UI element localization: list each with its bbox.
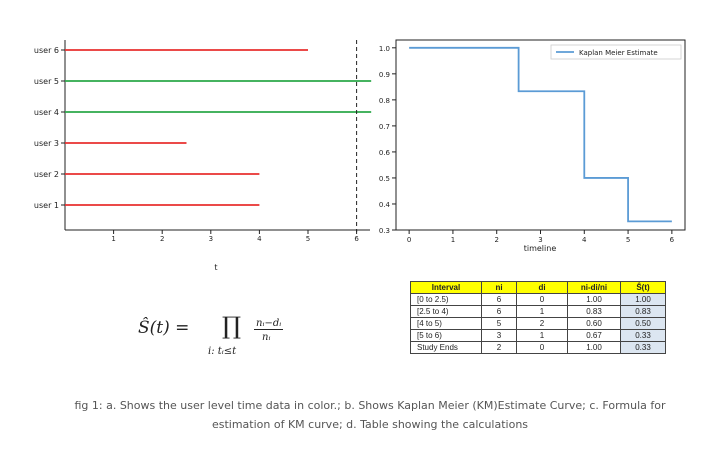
legend-label: Kaplan Meier Estimate (579, 49, 658, 57)
table-cell: 0 (516, 341, 568, 354)
chart-b-x-label: timeline (524, 244, 557, 253)
table-row: [4 to 5) 5 2 0.60 0.50 (410, 317, 666, 330)
chart-a-y-tick-label: user 5 (34, 77, 59, 86)
chart-a-x-tick-label: 2 (160, 235, 164, 243)
table-cell: 1 (516, 329, 568, 342)
table-cell: 1.00 (567, 341, 621, 354)
chart-b-y-tick-label: 0.6 (379, 149, 391, 157)
chart-b-y-tick-label: 0.8 (379, 97, 390, 105)
figure-caption: fig 1: a. Shows the user level time data… (74, 399, 666, 431)
user-timeline-chart: user 1 user 2 user 3 user 4 user 5 user 6 1 2 3… (34, 40, 372, 272)
formula-denominator: nᵢ (262, 332, 271, 343)
table-cell: 1 (516, 305, 568, 318)
table-row: [2.5 to 4) 6 1 0.83 0.83 (410, 305, 666, 318)
table-cell: 0.83 (620, 305, 666, 318)
chart-b-x-tick-label: 0 (407, 236, 411, 244)
header-ratio: ni-di/ni (567, 281, 621, 294)
chart-a-x-label: t (214, 263, 217, 272)
formula-product-symbol: ∏ (222, 312, 242, 340)
chart-a-x-tick-label: 5 (306, 235, 310, 243)
chart-a-x-tick-label: 6 (354, 235, 359, 243)
table-cell: 0.33 (620, 329, 666, 342)
table-cell: 6 (481, 293, 517, 306)
header-di: di (516, 281, 568, 294)
chart-b-y-tick-label: 0.5 (379, 175, 390, 183)
chart-a-x-tick-label: 1 (111, 235, 115, 243)
chart-b-x-tick-label: 3 (538, 236, 542, 244)
chart-b-y-tick-label: 0.4 (379, 201, 391, 209)
header-interval: Interval (410, 281, 482, 294)
table-cell: 0.50 (620, 317, 666, 330)
header-ni: ni (481, 281, 517, 294)
formula-subscript: i: tᵢ≤t (208, 346, 237, 357)
table-cell: 2 (481, 341, 517, 354)
chart-b-x-tick-label: 2 (494, 236, 498, 244)
table-row: Study Ends 2 0 1.00 0.33 (410, 341, 666, 354)
chart-a-y-tick-label: user 1 (34, 201, 59, 210)
table-cell: 0.33 (620, 341, 666, 354)
table-cell: 3 (481, 329, 517, 342)
chart-b-x-tick-label: 1 (451, 236, 455, 244)
table-cell: 0.83 (567, 305, 621, 318)
chart-a-y-tick-label: user 6 (34, 46, 59, 55)
chart-a-x-tick-label: 3 (209, 235, 213, 243)
table-cell: [2.5 to 4) (410, 305, 482, 318)
km-calculation-table: Interval ni di ni-di/ni Ŝ(t) [0 to 2.5) 6… (410, 281, 666, 354)
table-cell: 1.00 (567, 293, 621, 306)
chart-b-x-tick-label: 6 (670, 236, 675, 244)
table-cell: 2 (516, 317, 568, 330)
table-cell: 0.60 (567, 317, 621, 330)
formula-numerator: nᵢ−dᵢ (254, 318, 284, 330)
chart-a-y-tick-label: user 2 (34, 170, 59, 179)
table-row: [0 to 2.5) 6 0 1.00 1.00 (410, 293, 666, 306)
chart-a-x-tick-label: 4 (257, 235, 262, 243)
chart-b-x-tick-label: 4 (582, 236, 587, 244)
chart-a-y-tick-label: user 3 (34, 139, 59, 148)
km-formula: Ŝ(t) = ∏ i: tᵢ≤t nᵢ−dᵢ nᵢ (138, 312, 338, 372)
table-cell: 0.67 (567, 329, 621, 342)
chart-b-x-tick-label: 5 (626, 236, 630, 244)
table-cell: 1.00 (620, 293, 666, 306)
table-cell: [0 to 2.5) (410, 293, 482, 306)
table-cell: [4 to 5) (410, 317, 482, 330)
chart-a-y-tick-label: user 4 (34, 108, 59, 117)
table-cell: Study Ends (410, 341, 482, 354)
km-step-line (409, 46, 672, 223)
chart-b-legend: Kaplan Meier Estimate (550, 44, 682, 60)
table-cell: [5 to 6) (410, 329, 482, 342)
chart-b-y-tick-label: 0.3 (379, 227, 390, 235)
table-cell: 6 (481, 305, 517, 318)
chart-b-y-tick-label: 1.0 (379, 45, 390, 53)
table-header-row: Interval ni di ni-di/ni Ŝ(t) (410, 281, 666, 294)
formula-lhs: Ŝ(t) = (138, 318, 190, 338)
table-row: [5 to 6) 3 1 0.67 0.33 (410, 329, 666, 342)
header-survival: Ŝ(t) (620, 281, 666, 294)
chart-b-y-tick-label: 0.9 (379, 71, 390, 79)
chart-b-y-tick-label: 0.7 (379, 123, 390, 131)
chart-b-frame (395, 39, 686, 231)
km-estimate-chart: 0.3 0.4 0.5 0.6 0.7 0.8 0.9 1.0 0 1 2 3 4 5 6 Kaplan … (379, 39, 686, 253)
table-cell: 5 (481, 317, 517, 330)
legend-box (550, 44, 682, 60)
table-cell: 0 (516, 293, 568, 306)
